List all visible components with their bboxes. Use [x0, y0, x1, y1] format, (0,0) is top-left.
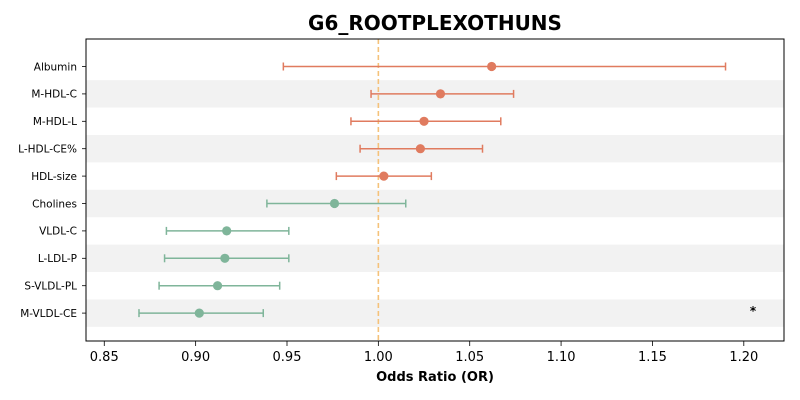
or-point: [435, 89, 446, 99]
x-tick-label: 1.05: [455, 350, 484, 365]
row-label: M-VLDL-CE: [20, 308, 77, 320]
forest-row: [359, 144, 484, 154]
or-point: [419, 116, 429, 126]
or-point: [329, 198, 340, 209]
x-tick-label: 0.90: [181, 350, 210, 365]
or-point: [487, 61, 497, 72]
forest-row: [158, 281, 281, 291]
significance-marker: *: [750, 304, 757, 318]
row-label: S-VLDL-PL: [24, 281, 77, 293]
or-point: [220, 253, 230, 263]
or-point: [222, 226, 232, 236]
forest-row: [266, 198, 407, 209]
x-tick-label: 0.95: [273, 350, 302, 365]
row-label: Albumin: [34, 61, 77, 73]
row-label: HDL-size: [31, 171, 77, 183]
data-rows: *: [138, 61, 757, 318]
forest-row: [163, 253, 290, 263]
forest-row: [370, 89, 515, 99]
row-bands: [86, 80, 784, 327]
row-label: Cholines: [32, 198, 77, 210]
x-tick-label: 1.00: [364, 350, 393, 365]
forest-row: [350, 116, 502, 126]
or-point: [415, 144, 425, 154]
row-label: L-HDL-CE%: [18, 144, 77, 156]
row-band: [86, 189, 784, 218]
chart-title: G6_ROOTPLEXOTHUNS: [308, 11, 562, 35]
or-point: [212, 281, 223, 291]
row-label: M-HDL-C: [31, 89, 77, 101]
x-tick-label: 1.10: [547, 350, 576, 365]
forest-row: [335, 171, 433, 181]
row-label: L-LDL-P: [38, 253, 77, 265]
or-point: [194, 308, 204, 318]
row-label: M-HDL-L: [33, 116, 77, 128]
forest-row: [282, 61, 727, 72]
plot-frame: [85, 38, 785, 342]
row-label: VLDL-C: [39, 226, 77, 238]
y-axis-labels: Albumin M-HDL-C M-HDL-L L-HDL-CE% HDL-size Ch…: [18, 61, 86, 320]
x-tick-label: 0.85: [90, 350, 119, 365]
forest-row: [165, 226, 290, 236]
x-tick-label: 1.15: [638, 350, 667, 365]
x-tick-label: 1.20: [729, 350, 758, 365]
forest-row: *: [138, 304, 757, 318]
x-axis: 0.85 0.90 0.95 1.00 1.05 1.10 1.15 1.20: [90, 341, 758, 365]
or-point: [379, 171, 389, 181]
x-axis-title: Odds Ratio (OR): [376, 370, 494, 385]
